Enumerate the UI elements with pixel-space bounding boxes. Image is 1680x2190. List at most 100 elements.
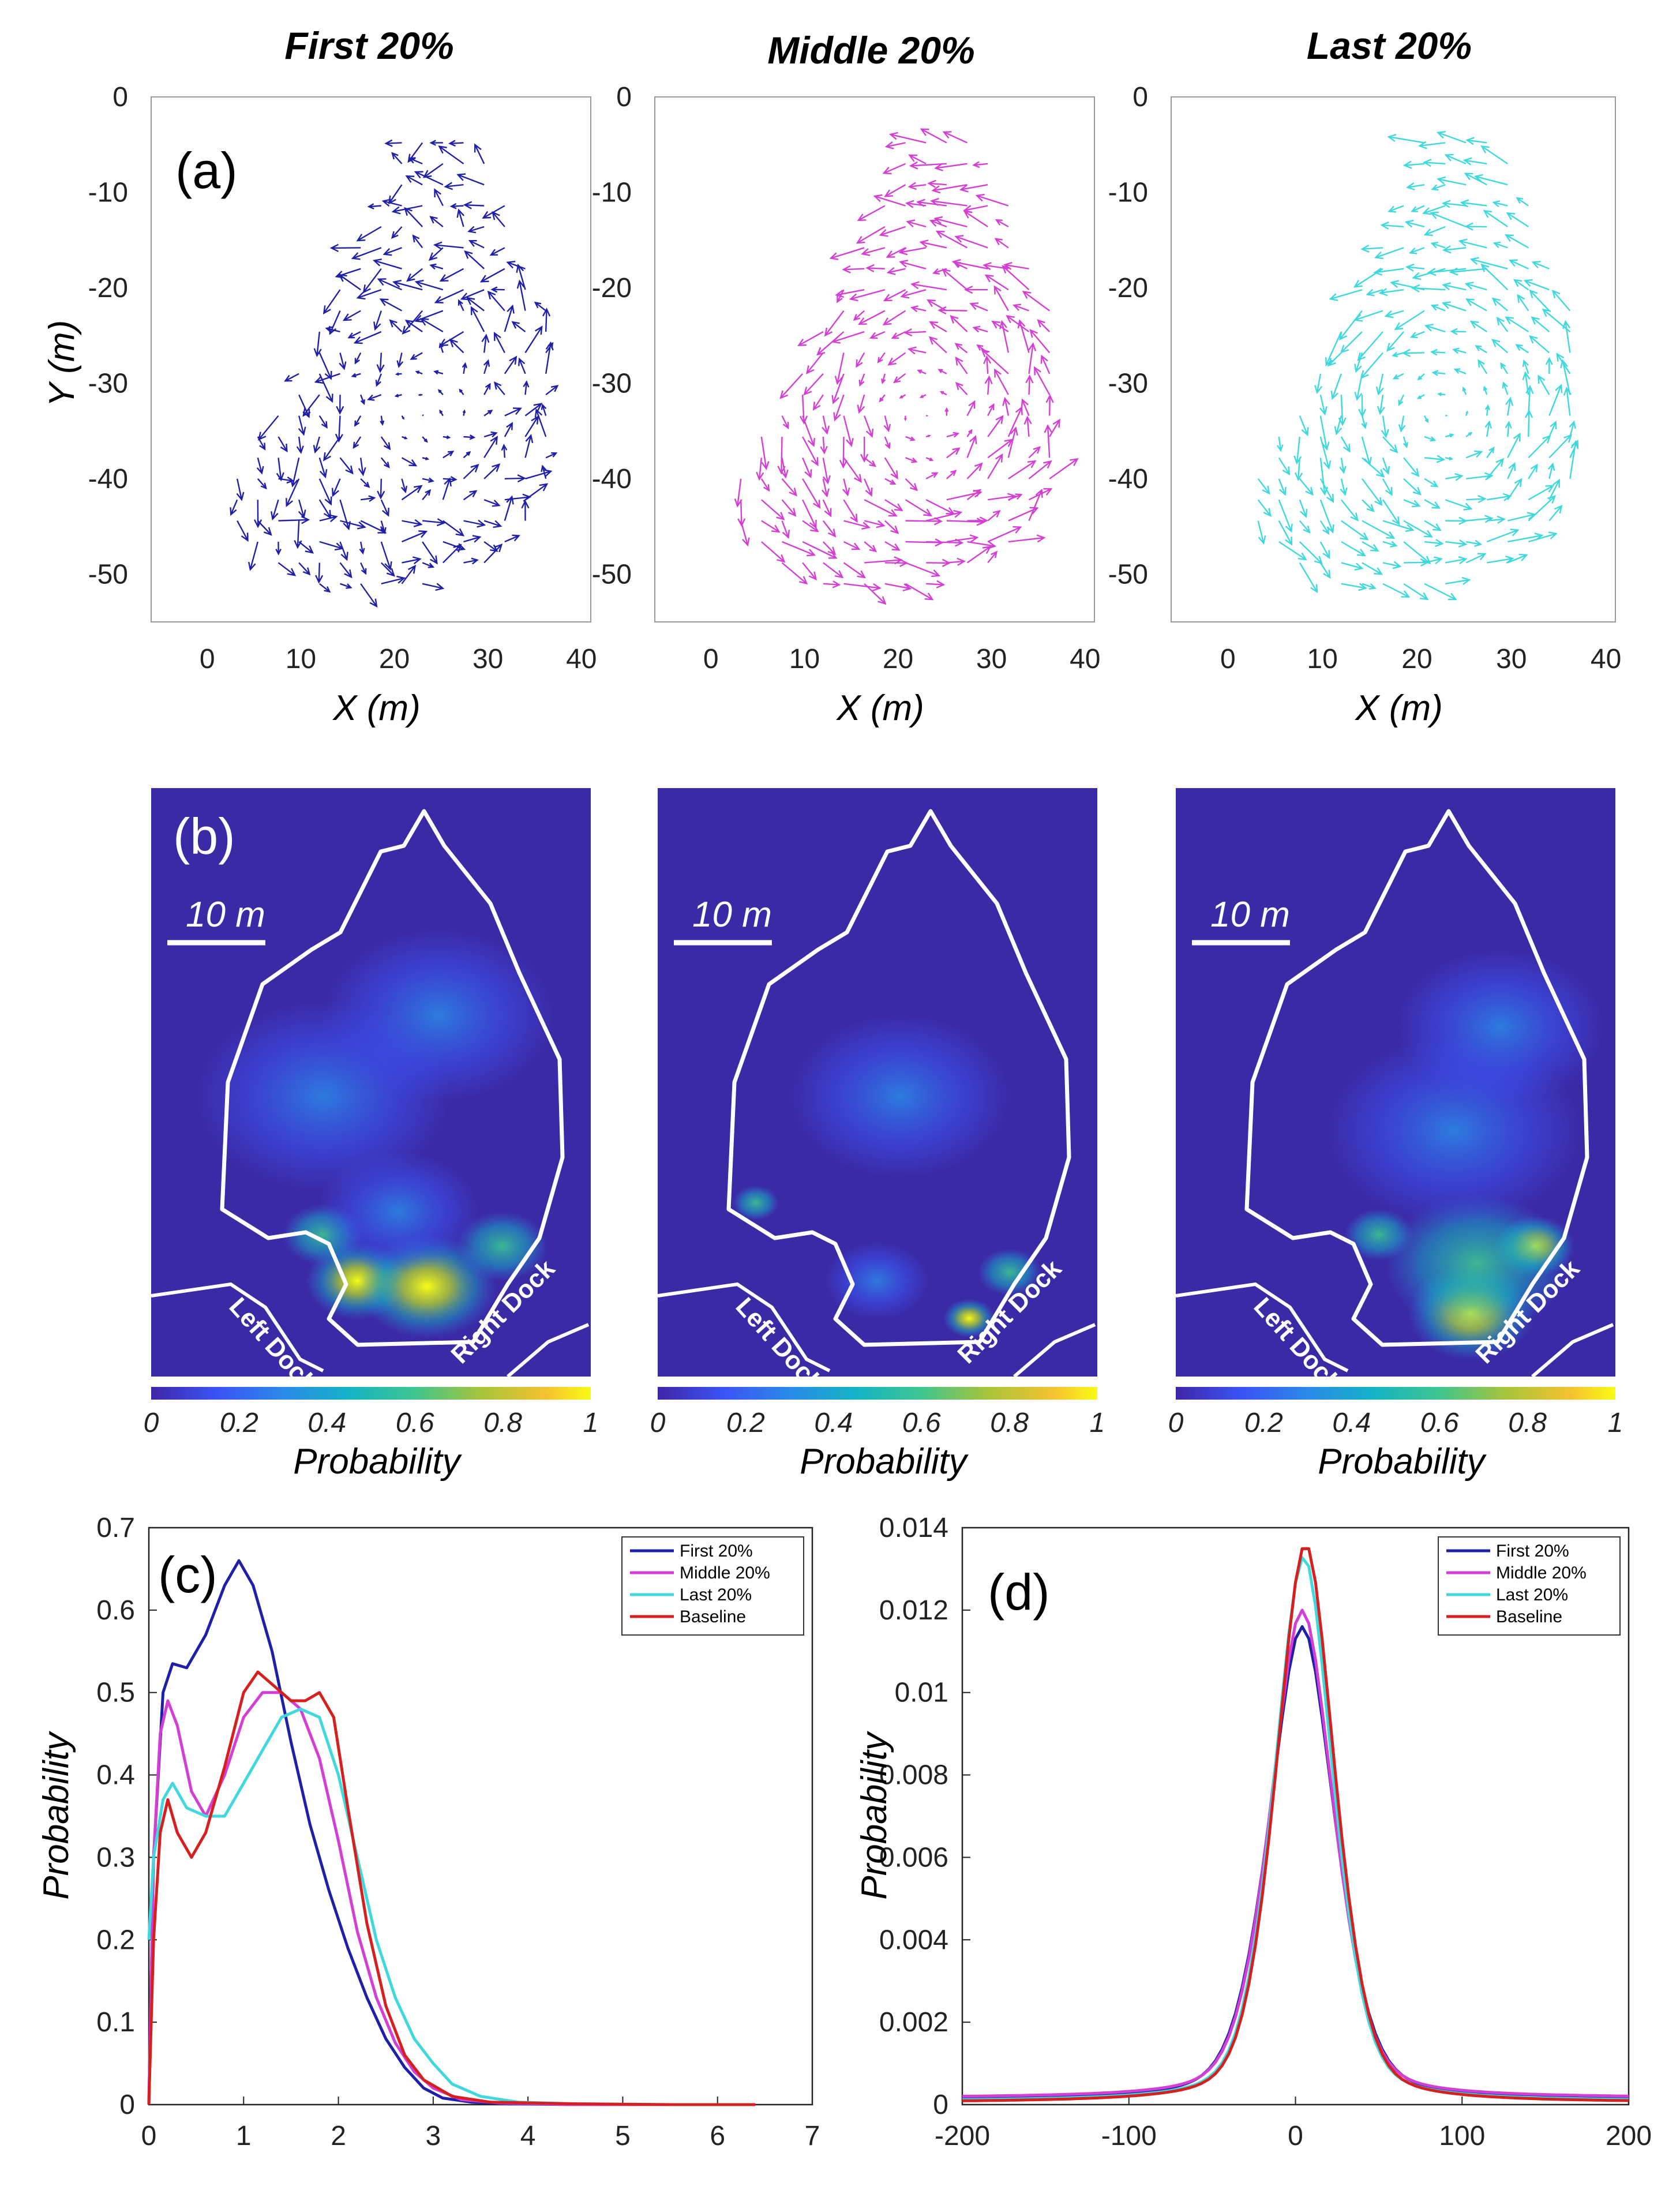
- quiver-arrowhead: [789, 487, 797, 497]
- quiver-arrow: [381, 577, 404, 584]
- quiver-arrowhead: [1530, 463, 1538, 472]
- quiver-arrowhead: [418, 393, 421, 396]
- quiver-arrowhead: [909, 161, 918, 170]
- quiver-arrowhead: [907, 346, 917, 355]
- quiver-arrowhead: [428, 252, 438, 261]
- quiver-arrowhead: [1374, 497, 1383, 507]
- quiver-arrowhead: [1505, 555, 1514, 564]
- quiver-arrow: [864, 499, 897, 517]
- quiver-arrowhead: [1510, 528, 1520, 537]
- quiver-arrow: [1497, 317, 1509, 332]
- quiver-arrow: [843, 562, 865, 578]
- colorbar-tick-label: 0.6: [396, 1408, 434, 1438]
- quiver-arrow: [862, 247, 886, 255]
- quiver-arrowhead: [837, 295, 843, 303]
- quiver-arrowhead: [1338, 417, 1347, 426]
- quiver-arrow: [329, 310, 341, 334]
- quiver-arrow: [1424, 478, 1438, 487]
- lake-outline: [220, 809, 565, 1347]
- colorbar-tick-label: 1: [583, 1408, 599, 1438]
- quiver-arrowhead: [331, 487, 339, 497]
- quiver-arrow: [781, 478, 797, 496]
- quiver-arrowhead: [1390, 541, 1398, 548]
- quiver-arrow: [817, 331, 845, 355]
- quiver-arrowhead: [1385, 486, 1393, 496]
- quiver-arrow: [1431, 305, 1446, 312]
- quiver-arrowhead: [1552, 478, 1560, 488]
- quiver-arrowhead: [936, 580, 946, 588]
- quiver-arrow: [401, 478, 407, 492]
- quiver-arrowhead: [407, 564, 417, 574]
- quiver-arrowhead: [982, 546, 992, 554]
- quiver-arrowhead: [1386, 343, 1395, 352]
- quiver-arrowhead: [1015, 493, 1023, 500]
- quiver-arrowhead: [931, 185, 941, 194]
- quiver-arrowhead: [799, 415, 808, 425]
- quiver-arrow: [1386, 331, 1404, 351]
- quiver-arrowhead: [865, 264, 875, 273]
- x-tick-label: -100: [1101, 2121, 1157, 2151]
- quiver-arrow: [422, 583, 443, 589]
- colorbar: [151, 1387, 591, 1400]
- quiver-arrowhead: [1464, 282, 1474, 290]
- quiver-arrow: [1484, 210, 1508, 228]
- quiver-arrowhead: [1554, 504, 1563, 514]
- quiver-arrow: [385, 142, 402, 144]
- quiver-arrowhead: [1523, 279, 1533, 287]
- quiver-arrow: [884, 289, 906, 301]
- quiver-arrowhead: [338, 273, 347, 282]
- quiver-arrow: [1028, 376, 1030, 395]
- quiver-arrowhead: [1548, 531, 1558, 540]
- quiver-arrowhead: [820, 445, 828, 455]
- quiver-arrow: [429, 247, 444, 261]
- quiver-arrowhead: [521, 500, 530, 509]
- quiver-arrow: [843, 520, 869, 528]
- quiver-arrowhead: [1010, 426, 1018, 436]
- quiver-arrowhead: [260, 482, 267, 490]
- quiver-arrowhead: [991, 550, 998, 558]
- quiver-arrow: [422, 478, 433, 482]
- quiver-arrow: [1507, 534, 1542, 543]
- probability-blob: [733, 1186, 779, 1220]
- quiver-arrow: [782, 541, 815, 556]
- quiver-arrow: [483, 499, 500, 507]
- quiver-arrowhead: [927, 299, 936, 308]
- quiver-arrowhead: [1464, 172, 1473, 181]
- quiver-arrow: [1319, 541, 1330, 558]
- quiver-arrowhead: [404, 320, 414, 328]
- quiver-arrow: [1034, 367, 1051, 395]
- quiver-arrowhead: [994, 238, 1003, 246]
- quiver-arrowhead: [1301, 427, 1309, 437]
- quiver-arrow: [856, 352, 865, 367]
- quiver-arrow: [760, 478, 770, 491]
- quiver-arrowhead: [415, 370, 419, 374]
- quiver-arrow: [1004, 398, 1010, 416]
- quiver-arrow: [363, 268, 382, 293]
- quiver-arrowhead: [931, 472, 939, 478]
- quiver-arrowhead: [377, 490, 385, 500]
- quiver-arrowhead: [877, 596, 887, 605]
- quiver-arrowhead: [857, 570, 867, 579]
- quiver-arrow: [1465, 541, 1481, 545]
- quiver-arrow: [884, 520, 899, 534]
- quiver-arrow: [504, 477, 525, 480]
- quiver-arrow: [858, 394, 865, 412]
- quiver-arrow: [987, 526, 1021, 543]
- quiver-arrow: [1327, 352, 1342, 366]
- quiver-arrow: [1008, 507, 1038, 522]
- quiver-arrowhead: [1322, 526, 1330, 535]
- quiver-arrowhead: [1334, 426, 1342, 436]
- quiver-arrowhead: [1430, 436, 1437, 442]
- quiver-arrowhead: [1441, 301, 1451, 309]
- quiver-arrow: [966, 489, 981, 501]
- quiver-arrowhead: [910, 436, 916, 441]
- quiver-arrowhead: [1398, 424, 1406, 433]
- quiver-arrowhead: [1258, 535, 1266, 545]
- x-tick-label: 20: [883, 644, 913, 674]
- quiver-arrow: [1382, 415, 1387, 437]
- quiver-arrowhead: [324, 496, 332, 506]
- quiver-arrow: [435, 289, 464, 303]
- quiver-arrowhead: [408, 459, 418, 467]
